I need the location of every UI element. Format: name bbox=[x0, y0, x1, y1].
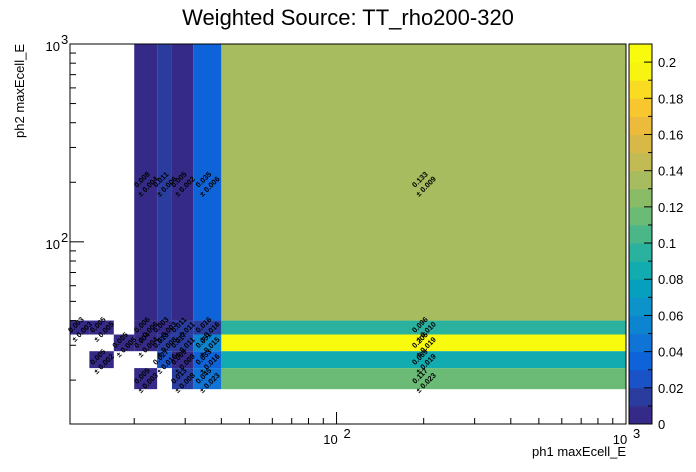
y-tick-exponent: 2 bbox=[61, 230, 68, 245]
heatmap-cell bbox=[193, 44, 222, 321]
colorbar-segment bbox=[629, 315, 652, 335]
heatmap-cell bbox=[171, 44, 194, 321]
colorbar-segment bbox=[629, 351, 652, 371]
x-tick-label: 10 bbox=[613, 432, 627, 447]
colorbar-segment bbox=[629, 333, 652, 353]
heatmap-cell bbox=[221, 320, 627, 335]
heatmap-cell bbox=[157, 44, 172, 321]
y-tick-exponent: 3 bbox=[61, 32, 68, 47]
heatmap-cell bbox=[89, 351, 114, 369]
colorbar-tick-label: 0.02 bbox=[658, 381, 683, 396]
colorbar-segment bbox=[629, 98, 652, 117]
colorbar-segment bbox=[629, 405, 652, 425]
colorbar-tick-label: 0.16 bbox=[658, 127, 683, 142]
colorbar-tick-label: 0.04 bbox=[658, 345, 683, 360]
heatmap-cell bbox=[193, 351, 222, 369]
colorbar-segment bbox=[629, 44, 652, 63]
colorbar-segment bbox=[629, 206, 652, 226]
colorbar-segment bbox=[629, 224, 652, 244]
colorbar-tick-label: 0.08 bbox=[658, 272, 683, 287]
heatmap-cell bbox=[134, 320, 158, 335]
heatmap-cell bbox=[193, 368, 222, 390]
colorbar-segment bbox=[629, 188, 652, 208]
cells-layer bbox=[70, 44, 627, 390]
colorbar-tick-label: 0.18 bbox=[658, 91, 683, 106]
heatmap-cell bbox=[134, 334, 158, 352]
heatmap-cell bbox=[171, 320, 194, 335]
colorbar-tick-label: 0.1 bbox=[658, 236, 676, 251]
heatmap-cell bbox=[171, 351, 194, 369]
heatmap-cell bbox=[193, 320, 222, 335]
heatmap-cell bbox=[171, 334, 194, 352]
heatmap-cell bbox=[113, 334, 135, 352]
colorbar: 0 0.02 0.04 0.06 0.08 0.1 0.12 0.14 0.16 0.18 0.2 bbox=[628, 43, 683, 432]
colorbar-segment bbox=[629, 134, 652, 154]
heatmap-cell bbox=[70, 320, 90, 335]
y-tick-label: 10 bbox=[46, 39, 60, 54]
heatmap-cell bbox=[221, 334, 627, 352]
heatmap-cell bbox=[134, 44, 158, 321]
chart-title: Weighted Source: TT_rho200-320 bbox=[182, 5, 514, 30]
heatmap-cell bbox=[171, 368, 194, 390]
colorbar-segment bbox=[629, 261, 652, 280]
heatmap-cell bbox=[157, 320, 172, 335]
heatmap-cell bbox=[89, 320, 114, 335]
heatmap-cell bbox=[221, 44, 627, 321]
x-tick-exponent: 3 bbox=[633, 426, 640, 441]
plot-frame bbox=[69, 43, 627, 425]
colorbar-segment bbox=[629, 297, 652, 316]
y-tick-label: 10 bbox=[46, 237, 60, 252]
x-axis: 10 2 10 3 bbox=[133, 412, 640, 447]
heatmap-cell bbox=[221, 351, 627, 369]
colorbar-segment bbox=[629, 62, 652, 81]
x-tick-label: 10 bbox=[323, 432, 337, 447]
x-axis-label: ph1 maxEcell_E bbox=[532, 444, 626, 459]
colorbar-tick-label: 0.14 bbox=[658, 164, 683, 179]
colorbar-segment bbox=[629, 116, 652, 135]
colorbar-segment bbox=[629, 170, 652, 190]
colorbar-segment bbox=[629, 279, 652, 298]
colorbar-segment bbox=[629, 243, 652, 262]
y-axis-label: ph2 maxEcell_E bbox=[12, 44, 27, 138]
heatmap-cell bbox=[157, 334, 172, 352]
colorbar-tick-label: 0 bbox=[658, 417, 665, 432]
heatmap-cell bbox=[221, 368, 627, 390]
x-tick-exponent: 2 bbox=[344, 426, 351, 441]
heatmap-cell bbox=[193, 334, 222, 352]
colorbar-tick-label: 0.06 bbox=[658, 308, 683, 323]
colorbar-segment bbox=[629, 369, 652, 389]
heatmap-cell bbox=[134, 368, 158, 390]
colorbar-tick-label: 0.2 bbox=[658, 55, 676, 70]
colorbar-frame bbox=[628, 43, 653, 425]
colorbar-segment bbox=[629, 152, 652, 172]
colorbar-segment bbox=[629, 387, 652, 407]
colorbar-segment bbox=[629, 80, 652, 99]
heatmap-cell bbox=[157, 351, 172, 369]
colorbar-tick-label: 0.12 bbox=[658, 200, 683, 215]
